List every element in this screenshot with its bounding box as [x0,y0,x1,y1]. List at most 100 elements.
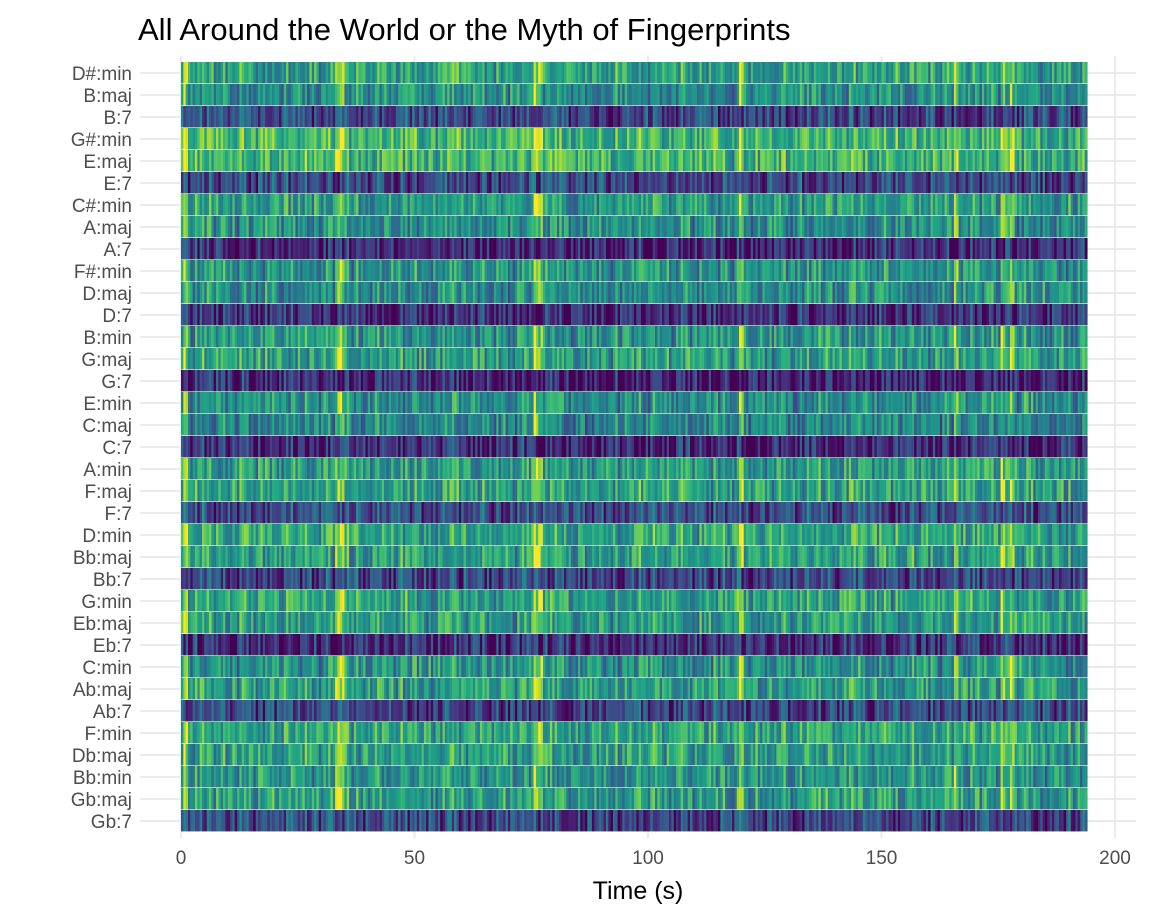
heatmap-cell [274,524,278,546]
heatmap-cell [395,348,399,370]
heatmap-cell [209,546,212,568]
heatmap-cell [451,744,455,766]
heatmap-cell [430,84,434,106]
heatmap-cell [346,150,350,172]
heatmap-cell [335,766,339,788]
heatmap-cell [451,810,455,832]
heatmap-cell [192,502,196,524]
heatmap-cell [202,436,205,458]
heatmap-cell [384,150,388,172]
heatmap-cell [269,194,273,216]
heatmap-cell [388,326,392,348]
heatmap-cell [472,304,476,326]
heatmap-cell [234,568,238,590]
heatmap-cell [239,194,243,216]
heatmap-cell [407,128,411,150]
heatmap-cell [300,612,304,634]
heatmap-cell [468,238,472,260]
heatmap-cell [472,392,476,414]
heatmap-cell [267,678,271,700]
heatmap-cell [421,590,425,612]
heatmap-cell [365,744,369,766]
heatmap-cell [377,634,381,656]
heatmap-cell [274,370,278,392]
heatmap-cell [223,414,226,436]
heatmap-cell [444,260,448,282]
heatmap-cell [227,106,231,128]
heatmap-cell [381,766,385,788]
heatmap-cell [356,766,360,788]
heatmap-cell [185,106,189,128]
heatmap-cell [486,392,490,414]
heatmap-cell [477,392,481,414]
heatmap-cell [475,678,479,700]
heatmap-cell [496,392,500,414]
heatmap-cell [276,392,280,414]
heatmap-cell [248,480,252,502]
heatmap-cell [409,370,413,392]
heatmap-cell [440,502,444,524]
heatmap-cell [451,84,455,106]
heatmap-cell [374,216,378,238]
heatmap-cell [197,678,201,700]
heatmap-cell [232,150,236,172]
heatmap-cell [300,414,304,436]
heatmap-cell [391,326,395,348]
heatmap-cell [251,766,254,788]
heatmap-cell [442,766,446,788]
heatmap-cell [470,348,474,370]
heatmap-cell [423,84,427,106]
heatmap-cell [185,612,189,634]
heatmap-cell [185,744,189,766]
heatmap-cell [307,568,311,590]
heatmap-cell [482,480,486,502]
heatmap-cell [489,282,493,304]
heatmap-cell [477,524,481,546]
heatmap-cell [295,326,299,348]
heatmap-cell [482,172,486,194]
heatmap-cell [241,370,245,392]
heatmap-cell [484,260,488,282]
heatmap-cell [344,524,348,546]
heatmap-cell [353,414,357,436]
heatmap-cell [377,436,381,458]
heatmap-cell [449,744,453,766]
heatmap-cell [339,62,343,84]
heatmap-cell [386,502,390,524]
heatmap-cell [223,106,226,128]
heatmap-cell [265,194,268,216]
heatmap-cell [220,326,224,348]
heatmap-cell [218,106,222,128]
heatmap-cell [374,744,378,766]
heatmap-cell [402,502,406,524]
heatmap-cell [199,678,203,700]
heatmap-cell [370,128,374,150]
heatmap-cell [223,282,226,304]
heatmap-cell [267,84,271,106]
heatmap-cell [470,62,474,84]
heatmap-cell [365,348,369,370]
heatmap-cell [451,788,455,810]
heatmap-cell [479,458,483,480]
heatmap-cell [377,590,381,612]
heatmap-cell [363,480,367,502]
heatmap-cell [286,590,290,612]
heatmap-cell [251,546,254,568]
heatmap-cell [486,238,490,260]
heatmap-cell [428,216,432,238]
heatmap-cell [412,128,416,150]
heatmap-cell [290,238,294,260]
heatmap-cell [493,370,497,392]
heatmap-cell [274,590,278,612]
heatmap-cell [500,84,504,106]
heatmap-cell [402,568,406,590]
heatmap-cell [213,348,217,370]
heatmap-cell [395,678,399,700]
heatmap-cell [316,458,320,480]
heatmap-cell [216,766,219,788]
heatmap-cell [500,458,504,480]
heatmap-cell [468,392,472,414]
heatmap-cell [286,172,290,194]
heatmap-cell [265,216,268,238]
heatmap-cell [309,282,313,304]
